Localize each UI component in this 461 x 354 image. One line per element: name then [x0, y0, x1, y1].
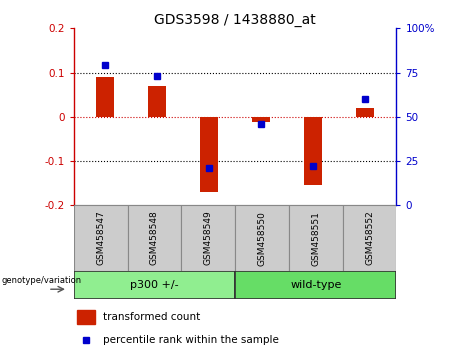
Text: p300 +/-: p300 +/-: [130, 280, 179, 290]
Bar: [235, 271, 396, 299]
Bar: [74, 271, 235, 299]
Text: percentile rank within the sample: percentile rank within the sample: [103, 335, 279, 346]
Bar: [148, 86, 166, 117]
Bar: [252, 117, 270, 122]
Bar: [200, 117, 218, 192]
Bar: [289, 205, 343, 271]
Bar: [181, 205, 235, 271]
Text: transformed count: transformed count: [103, 312, 200, 322]
Text: GSM458548: GSM458548: [150, 211, 159, 266]
Text: genotype/variation: genotype/variation: [1, 276, 82, 285]
Text: wild-type: wild-type: [290, 280, 342, 290]
Text: GSM458547: GSM458547: [96, 211, 105, 266]
Bar: [343, 205, 396, 271]
Bar: [235, 205, 289, 271]
Bar: [128, 205, 181, 271]
Bar: [304, 117, 322, 185]
Bar: [356, 108, 374, 117]
Text: GSM458552: GSM458552: [365, 211, 374, 266]
Text: GSM458551: GSM458551: [311, 211, 320, 266]
Bar: [77, 310, 95, 324]
Bar: [74, 205, 128, 271]
Text: GSM458550: GSM458550: [258, 211, 266, 266]
Title: GDS3598 / 1438880_at: GDS3598 / 1438880_at: [154, 13, 316, 27]
Bar: [96, 77, 114, 117]
Text: GSM458549: GSM458549: [204, 211, 213, 266]
